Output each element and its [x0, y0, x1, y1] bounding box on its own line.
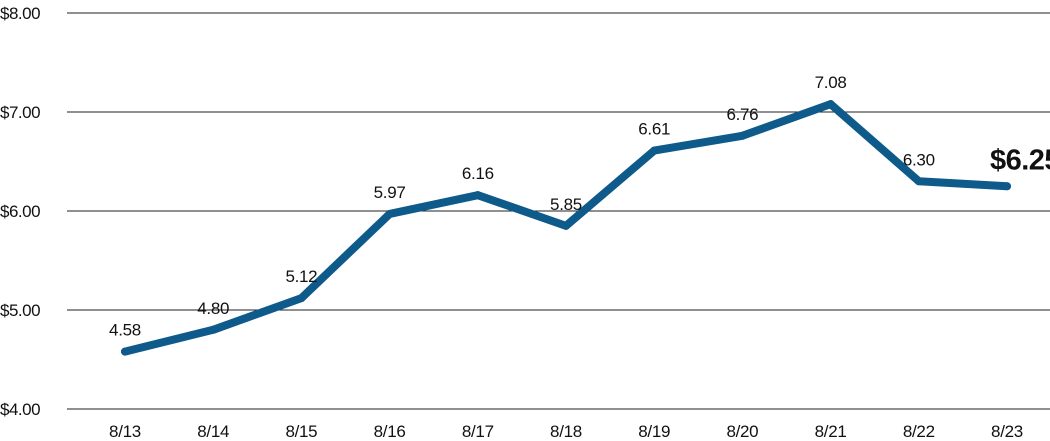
data-label: 6.76	[726, 105, 758, 124]
data-point	[209, 325, 218, 334]
x-tick-label: 8/14	[197, 422, 229, 441]
data-point	[385, 209, 394, 218]
y-tick-label: $4.00	[0, 400, 40, 419]
x-tick-label: 8/13	[109, 422, 141, 441]
data-point	[1003, 182, 1011, 191]
x-tick-label: 8/16	[374, 422, 406, 441]
data-label: 6.16	[462, 164, 494, 183]
data-point	[473, 191, 482, 200]
y-tick-label: $7.00	[0, 103, 40, 122]
price-series	[121, 100, 1011, 356]
data-point	[121, 347, 129, 356]
x-tick-label: 8/18	[550, 422, 582, 441]
data-label: 5.97	[374, 183, 406, 202]
data-point	[562, 221, 570, 230]
data-label: 6.30	[903, 150, 935, 169]
data-point	[738, 131, 747, 140]
data-label: 5.12	[285, 267, 317, 286]
x-axis-tick-labels: 8/13 8/14 8/15 8/16 8/17 8/18 8/19 8/20 8/21 8/22…	[109, 422, 1023, 441]
y-tick-label: $5.00	[0, 301, 40, 320]
data-label: 7.08	[815, 73, 847, 92]
data-label-latest: $6.25	[990, 144, 1050, 176]
x-tick-label: 8/19	[638, 422, 670, 441]
y-tick-label: $6.00	[0, 202, 40, 221]
y-axis-tick-labels: $4.00 $5.00 $6.00 $7.00 $8.00	[0, 4, 41, 419]
y-tick-label: $8.00	[0, 4, 40, 23]
data-label: 4.80	[197, 299, 229, 318]
data-point	[914, 177, 923, 186]
x-tick-label: 8/21	[815, 422, 847, 441]
data-label: 6.61	[638, 120, 670, 139]
data-label: 5.85	[550, 195, 582, 214]
x-tick-label: 8/22	[903, 422, 935, 441]
data-labels: 4.58 4.80 5.12 5.97 6.16 5.85 6.61 6.76 7.08 6.30…	[109, 73, 1050, 340]
x-tick-label: 8/23	[991, 422, 1023, 441]
gridlines	[67, 12, 1050, 410]
data-label: 4.58	[109, 321, 141, 340]
data-point	[650, 146, 659, 155]
x-tick-label: 8/17	[462, 422, 494, 441]
data-point	[826, 100, 835, 109]
x-tick-label: 8/15	[285, 422, 317, 441]
data-point	[297, 294, 306, 303]
x-tick-label: 8/20	[726, 422, 758, 441]
